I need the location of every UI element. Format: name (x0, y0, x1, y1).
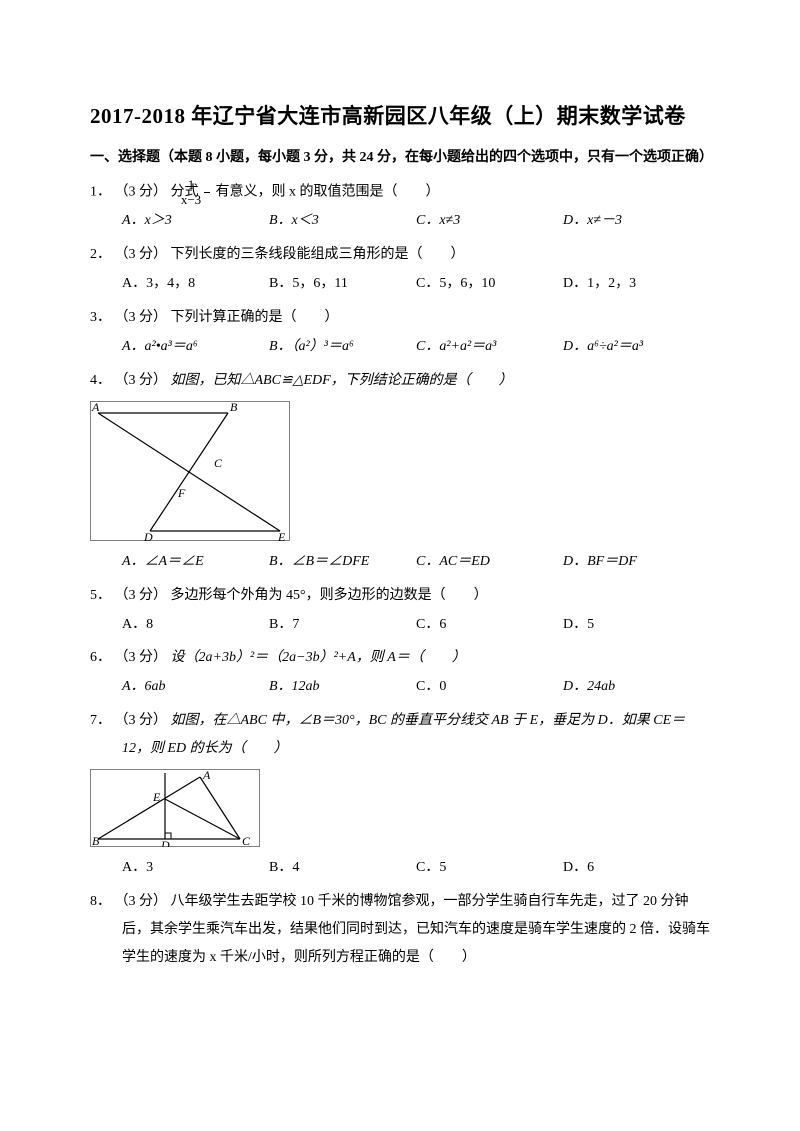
q1-opt-a: A．x＞3 (122, 206, 269, 237)
q7-opt-a: A．3 (122, 853, 269, 884)
q4-stem: 如图，已知△ABC≌△EDF，下列结论正确的是（ ） (171, 373, 513, 388)
question-1: 1． （3 分） 分式 1 x−3 有意义，则 x 的取值范围是（ ） A．x＞… (90, 178, 710, 237)
q8-num: 8． (90, 894, 111, 909)
q3-points: （3 分） (115, 310, 168, 325)
q4-figure: A B C F D E (90, 401, 710, 541)
q5-points: （3 分） (115, 588, 168, 603)
section-header: 一、选择题（本题 8 小题，每小题 3 分，共 24 分，在每小题给出的四个选项… (90, 144, 710, 172)
q4-opt-d: D．BF＝DF (563, 547, 710, 578)
q5-num: 5． (90, 588, 111, 603)
q2-num: 2． (90, 247, 111, 262)
q4-opt-c: C．AC＝ED (416, 547, 563, 578)
q7-opt-c: C．5 (416, 853, 563, 884)
q6-num: 6． (90, 650, 111, 665)
q4-points: （3 分） (115, 373, 168, 388)
q1-fraction: 1 x−3 (204, 178, 210, 206)
q2-opt-b: B．5，6，11 (269, 269, 416, 300)
svg-text:D: D (160, 838, 170, 847)
q6-opt-b: B．12ab (269, 672, 416, 703)
q8-stem: 八年级学生去距学校 10 千米的博物馆参观，一部分学生骑自行车先走，过了 20 … (122, 894, 710, 965)
q7-options: A．3 B．4 C．5 D．6 (90, 853, 710, 884)
q3-opt-b: B．（a²）³＝a⁶ (269, 332, 416, 363)
q5-stem: 多边形每个外角为 45°，则多边形的边数是（ ） (171, 588, 488, 603)
svg-text:C: C (214, 456, 223, 470)
q1-points: （3 分） (115, 184, 168, 199)
svg-text:C: C (242, 834, 251, 847)
q6-stem: 设（2a+3b）²＝（2a−3b）²+A，则 A＝（ ） (171, 650, 466, 665)
q7-points: （3 分） (115, 713, 168, 728)
question-7: 7． （3 分） 如图，在△ABC 中，∠B＝30°，BC 的垂直平分线交 AB… (90, 707, 710, 884)
question-4: 4． （3 分） 如图，已知△ABC≌△EDF，下列结论正确的是（ ） A B C F… (90, 367, 710, 578)
question-6: 6． （3 分） 设（2a+3b）²＝（2a−3b）²+A，则 A＝（ ） A．… (90, 644, 710, 703)
q4-opt-b: B．∠B＝∠DFE (269, 547, 416, 578)
question-8: 8． （3 分） 八年级学生去距学校 10 千米的博物馆参观，一部分学生骑自行车… (90, 888, 710, 972)
q6-options: A．6ab B．12ab C．0 D．24ab (90, 672, 710, 703)
q4-options: A．∠A＝∠E B．∠B＝∠DFE C．AC＝ED D．BF＝DF (90, 547, 710, 578)
q2-opt-a: A．3，4，8 (122, 269, 269, 300)
svg-text:F: F (177, 486, 186, 500)
q5-opt-a: A．8 (122, 610, 269, 641)
q7-stem: 如图，在△ABC 中，∠B＝30°，BC 的垂直平分线交 AB 于 E，垂足为 … (122, 713, 685, 756)
svg-text:B: B (92, 834, 100, 847)
q1-options: A．x＞3 B．x＜3 C．x≠3 D．x≠－3 (90, 206, 710, 237)
q4-opt-a: A．∠A＝∠E (122, 547, 269, 578)
q2-stem: 下列长度的三条线段能组成三角形的是（ ） (171, 247, 465, 262)
q3-opt-a: A．a²•a³＝a⁶ (122, 332, 269, 363)
svg-text:B: B (230, 401, 238, 414)
q7-figure: B D C A E (90, 769, 710, 847)
q3-options: A．a²•a³＝a⁶ B．（a²）³＝a⁶ C．a²+a²＝a³ D．a⁶÷a²… (90, 332, 710, 363)
q5-opt-c: C．6 (416, 610, 563, 641)
q7-diagram: B D C A E (90, 769, 260, 847)
svg-text:D: D (143, 530, 153, 541)
svg-text:A: A (202, 769, 211, 782)
q6-opt-d: D．24ab (563, 672, 710, 703)
q1-num: 1． (90, 184, 111, 199)
question-3: 3． （3 分） 下列计算正确的是（ ） A．a²•a³＝a⁶ B．（a²）³＝… (90, 304, 710, 363)
q1-opt-d: D．x≠－3 (563, 206, 710, 237)
q3-num: 3． (90, 310, 111, 325)
page-title: 2017-2018 年辽宁省大连市高新园区八年级（上）期末数学试卷 (90, 100, 710, 130)
q1-opt-b: B．x＜3 (269, 206, 416, 237)
q7-opt-d: D．6 (563, 853, 710, 884)
question-2: 2． （3 分） 下列长度的三条线段能组成三角形的是（ ） A．3，4，8 B．… (90, 241, 710, 300)
q3-opt-d: D．a⁶÷a²＝a³ (563, 332, 710, 363)
q1-opt-c: C．x≠3 (416, 206, 563, 237)
q5-opt-b: B．7 (269, 610, 416, 641)
q6-opt-a: A．6ab (122, 672, 269, 703)
svg-text:E: E (152, 790, 161, 804)
q2-opt-c: C．5，6，10 (416, 269, 563, 300)
svg-text:E: E (277, 530, 286, 541)
q4-num: 4． (90, 373, 111, 388)
q2-options: A．3，4，8 B．5，6，11 C．5，6，10 D．1，2，3 (90, 269, 710, 300)
q1-post: 有意义，则 x 的取值范围是（ ） (216, 184, 440, 199)
q2-opt-d: D．1，2，3 (563, 269, 710, 300)
q7-opt-b: B．4 (269, 853, 416, 884)
q6-opt-c: C．0 (416, 672, 563, 703)
q8-points: （3 分） (115, 894, 168, 909)
q6-points: （3 分） (115, 650, 168, 665)
q1-frac-num: 1 (204, 178, 210, 193)
q4-diagram: A B C F D E (90, 401, 290, 541)
question-5: 5． （3 分） 多边形每个外角为 45°，则多边形的边数是（ ） A．8 B．… (90, 582, 710, 641)
q7-num: 7． (90, 713, 111, 728)
q5-options: A．8 B．7 C．6 D．5 (90, 610, 710, 641)
svg-text:A: A (91, 401, 100, 414)
q2-points: （3 分） (115, 247, 168, 262)
q3-opt-c: C．a²+a²＝a³ (416, 332, 563, 363)
q3-stem: 下列计算正确的是（ ） (171, 310, 339, 325)
q1-frac-den: x−3 (204, 193, 210, 207)
q5-opt-d: D．5 (563, 610, 710, 641)
